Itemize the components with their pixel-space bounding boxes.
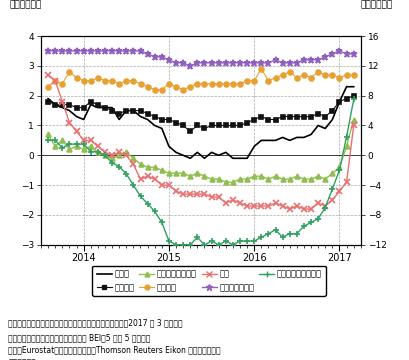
Text: 作成。: 作成。 xyxy=(8,358,36,360)
Text: （年率、％）: （年率、％） xyxy=(9,0,41,9)
Text: （年率、％）: （年率、％） xyxy=(360,0,392,9)
Text: 資料：Eurostat、英国国家統計局、Thomson Reuters Eikon から経済産業省: 資料：Eurostat、英国国家統計局、Thomson Reuters Eiko… xyxy=(8,346,220,355)
Legend: 全品目, コア物価, 工業品（非エネ）, サービス, 食品, 期待インフレ率, エネルギー（右軸）: 全品目, コア物価, 工業品（非エネ）, サービス, 食品, 期待インフレ率, … xyxy=(92,266,325,296)
Text: 備考：コア物価は、エネルギー・食品を除く品目が対象。2017 年 3 月まで。: 備考：コア物価は、エネルギー・食品を除く品目が対象。2017 年 3 月まで。 xyxy=(8,319,182,328)
Text: 期待インフレ率は、フォワード BEI（5 年先 5 年物）。: 期待インフレ率は、フォワード BEI（5 年先 5 年物）。 xyxy=(8,333,150,342)
